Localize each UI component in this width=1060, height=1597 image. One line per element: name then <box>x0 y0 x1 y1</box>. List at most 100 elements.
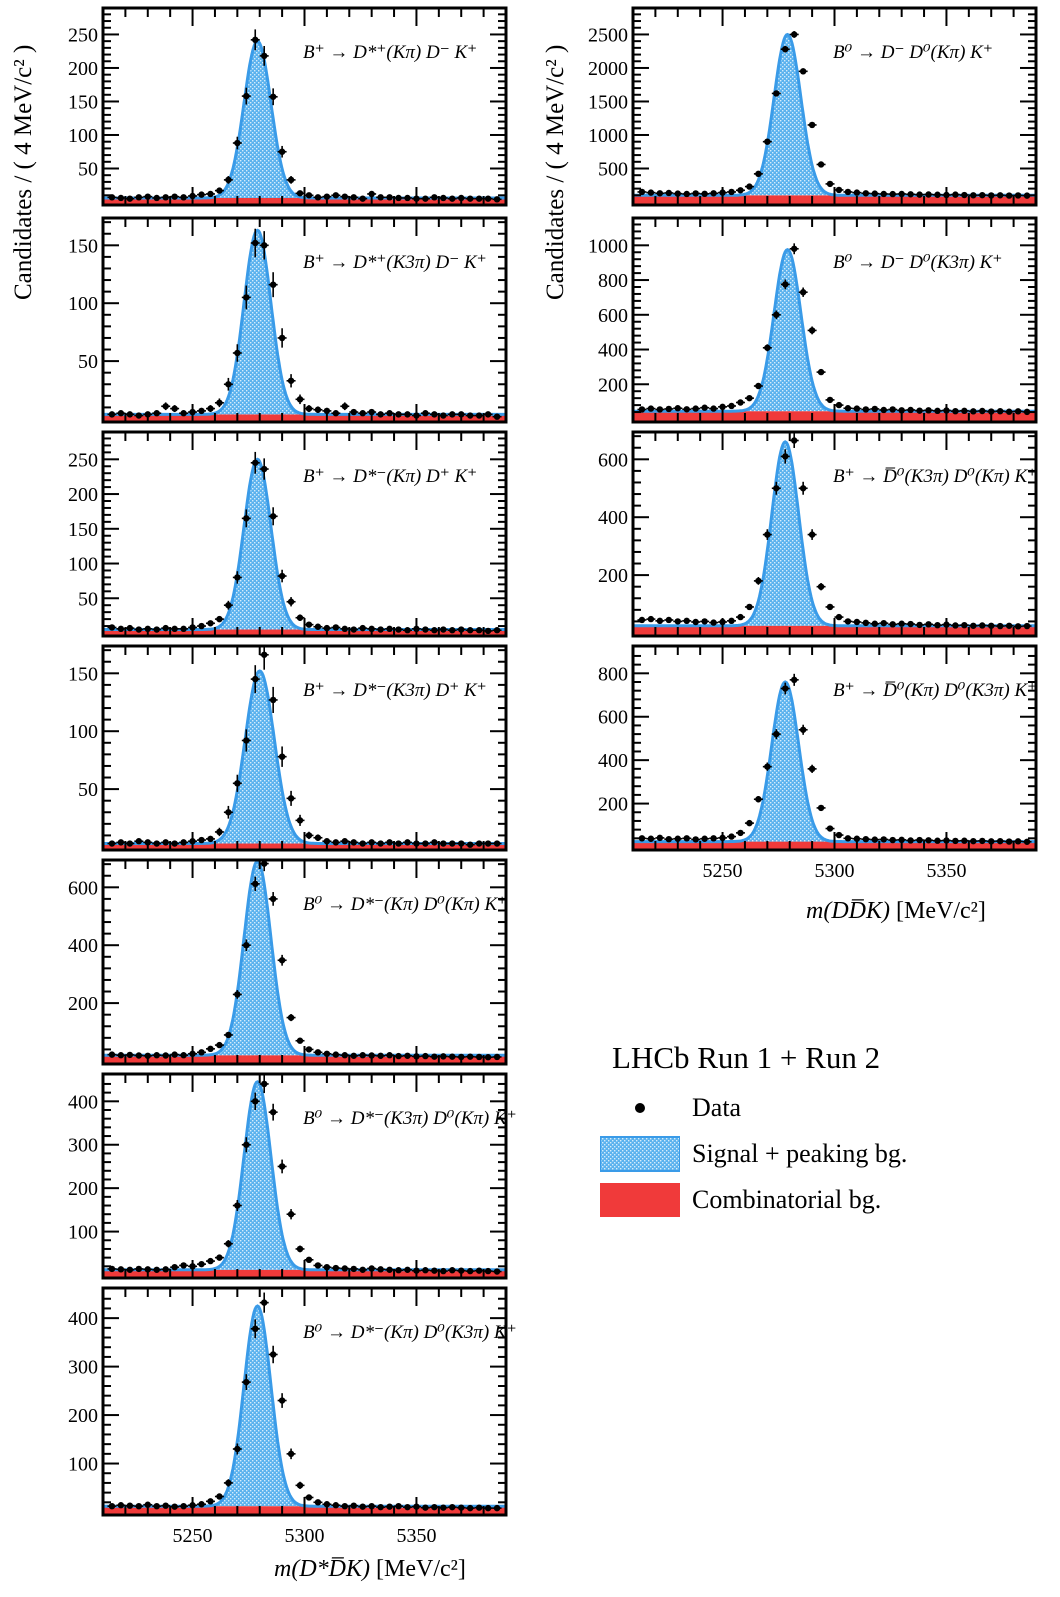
data-point <box>879 619 889 627</box>
data-point <box>637 188 647 196</box>
data-point <box>152 1052 162 1059</box>
data-point <box>1013 192 1023 199</box>
data-point <box>205 1045 215 1053</box>
data-point <box>950 837 960 845</box>
data-point <box>259 646 269 670</box>
data-point <box>286 790 296 806</box>
right-x-axis-label: m(DD̅K) [MeV/c²] <box>806 898 986 925</box>
data-point <box>161 1052 171 1059</box>
data-point <box>250 1319 260 1339</box>
data-point <box>313 1049 323 1056</box>
data-point <box>780 682 790 695</box>
data-point <box>223 1031 233 1039</box>
data-point <box>268 686 278 713</box>
data-point <box>268 1103 278 1121</box>
data-point <box>295 1245 305 1253</box>
data-point <box>197 191 206 198</box>
data-point <box>304 1046 314 1053</box>
y-tick-label: 200 <box>598 565 628 587</box>
data-point <box>376 1266 386 1273</box>
y-tick-label: 300 <box>68 1357 98 1379</box>
data-point <box>447 1053 457 1060</box>
data-point <box>834 186 844 194</box>
data-point <box>241 285 251 310</box>
data-point <box>852 618 862 626</box>
y-tick-label: 250 <box>68 24 98 46</box>
data-point <box>465 841 475 848</box>
right-y-axis-label: Candidates / ( 4 MeV/c² ) <box>542 44 569 300</box>
data-point <box>870 836 880 843</box>
data-point <box>107 1502 117 1510</box>
y-tick-label: 150 <box>68 663 98 685</box>
x-tick-label: 5350 <box>396 1525 436 1547</box>
data-point <box>205 620 215 627</box>
data-point <box>223 377 233 391</box>
data-point <box>134 1052 144 1059</box>
data-point <box>214 1254 224 1261</box>
data-point <box>403 411 412 418</box>
data-point <box>1013 408 1023 415</box>
data-point <box>107 1051 117 1058</box>
data-point <box>789 31 799 38</box>
data-point <box>1022 408 1032 416</box>
data-point <box>259 1074 269 1094</box>
data-point <box>313 1499 323 1506</box>
data-point <box>483 1054 493 1061</box>
data-point <box>241 1137 251 1153</box>
data-point <box>655 406 665 413</box>
data-point <box>447 411 457 418</box>
data-point <box>170 1263 180 1271</box>
data-point <box>968 622 978 629</box>
data-point <box>691 618 701 626</box>
data-point <box>313 194 323 201</box>
data-point <box>780 449 790 464</box>
data-point <box>977 191 987 199</box>
data-point <box>161 624 171 632</box>
data-point <box>250 876 260 892</box>
data-point <box>727 617 736 625</box>
data-point <box>861 835 871 843</box>
data-point <box>852 405 862 412</box>
data-point <box>179 1052 189 1059</box>
data-point <box>691 836 701 843</box>
data-point <box>816 583 826 591</box>
data-point <box>259 458 269 480</box>
data-point <box>241 509 251 528</box>
panel-right-3: 200 400 600 B⁺ → D̅⁰(K3π) D⁰(Kπ) K⁺ <box>598 430 1038 638</box>
y-tick-label: 1000 <box>588 235 628 257</box>
panel-frame <box>101 430 508 638</box>
y-tick-label: 200 <box>68 1405 98 1427</box>
data-point <box>474 840 484 847</box>
data-point <box>995 192 1005 199</box>
data-point <box>924 191 934 198</box>
data-point <box>897 190 907 198</box>
data-point <box>438 412 448 419</box>
signal-area <box>633 249 1036 412</box>
data-point <box>420 626 430 633</box>
data-point <box>295 814 305 826</box>
panel-left-5: 200 400 600 B⁰ → D*⁻(Kπ) D⁰(Kπ) K⁺ <box>68 858 508 1066</box>
data-point <box>700 190 710 198</box>
data-point <box>152 1502 162 1510</box>
data-point <box>241 939 251 951</box>
data-point <box>331 192 341 199</box>
y-tick-label: 600 <box>598 305 628 327</box>
data-point <box>197 1501 206 1508</box>
x-tick-label: 5300 <box>815 860 855 882</box>
data-point <box>376 1052 386 1059</box>
data-point <box>646 405 656 412</box>
data-point <box>232 1200 242 1212</box>
data-point <box>295 190 305 197</box>
data-point <box>447 840 457 847</box>
data-point <box>179 1262 189 1269</box>
data-point <box>161 1502 171 1509</box>
panel-frame <box>631 216 1038 424</box>
left-y-axis-label: Candidates / ( 4 MeV/c² ) <box>10 44 37 300</box>
data-point <box>798 481 808 495</box>
y-tick-label: 50 <box>78 779 98 801</box>
data-point <box>349 839 359 846</box>
data-point <box>852 835 862 842</box>
data-point <box>134 1265 144 1273</box>
data-point <box>968 192 978 199</box>
